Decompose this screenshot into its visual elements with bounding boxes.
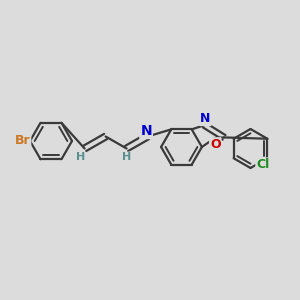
Text: O: O	[210, 138, 220, 151]
Text: Br: Br	[15, 134, 30, 148]
Text: H: H	[76, 152, 85, 163]
Text: N: N	[200, 112, 211, 125]
Text: N: N	[140, 124, 152, 138]
Text: H: H	[122, 152, 131, 163]
Text: Cl: Cl	[256, 158, 269, 171]
